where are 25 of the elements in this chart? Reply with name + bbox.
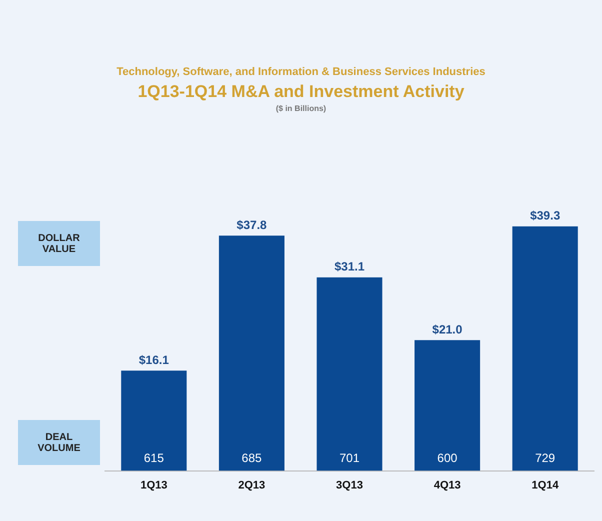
x-tick-label: 2Q13 (238, 479, 266, 492)
x-tick-label: 1Q14 (532, 479, 560, 492)
bar (316, 277, 382, 471)
annotation: 729 (535, 451, 556, 466)
chart-subtitle: Technology, Software, and Information & Business Services Industries (116, 66, 486, 78)
x-tick-label: 3Q13 (336, 479, 363, 492)
bar (414, 340, 480, 471)
data-label: $21.0 (432, 322, 463, 336)
annotation: 615 (144, 451, 164, 466)
chart-title: 1Q13-1Q14 M&A and Investment Activity (136, 82, 466, 102)
data-label: $31.1 (334, 260, 365, 274)
data-label: $39.3 (530, 208, 560, 223)
x-tick-label: 4Q13 (434, 479, 461, 492)
text: DOLLAR VALUE (18, 221, 100, 266)
annotation: 685 (242, 451, 262, 466)
annotation: 701 (339, 451, 360, 466)
annotation: 600 (437, 451, 458, 466)
data-label: $37.8 (236, 218, 268, 232)
data-label: $16.1 (138, 352, 170, 367)
text: ($ in Billions) (274, 104, 328, 113)
bar (512, 226, 578, 471)
text: DEAL VOLUME (18, 420, 100, 465)
x-tick-label: 1Q13 (140, 479, 168, 492)
bar (121, 370, 187, 471)
bar (218, 236, 284, 471)
